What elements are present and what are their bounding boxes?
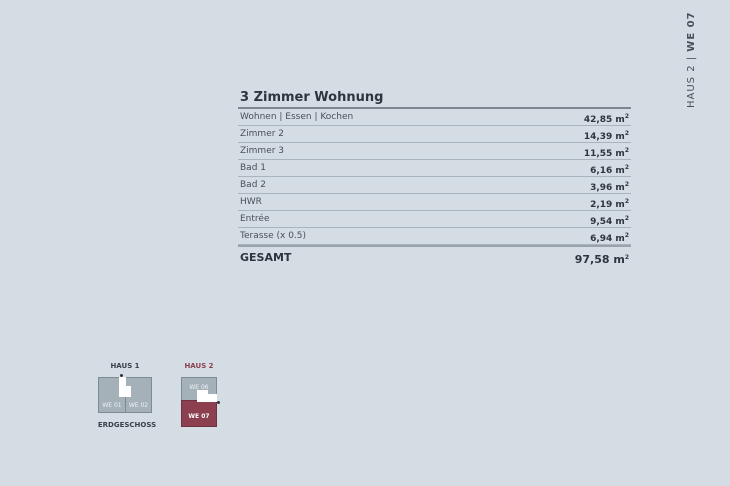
haus1-label: HAUS 1	[110, 362, 140, 370]
room-area: 3,96 m2	[590, 181, 629, 193]
unit-label: WE 07	[686, 11, 697, 52]
total-row: GESAMT 97,58 m2	[238, 245, 631, 269]
table-row: Bad 2 3,96 m2	[238, 177, 631, 194]
table-row: Bad 1 6,16 m2	[238, 160, 631, 177]
total-value: 97,58 m2	[574, 253, 629, 266]
table-row: Wohnen | Essen | Kochen 42,85 m2	[238, 109, 631, 126]
room-label: Terasse (x 0.5)	[240, 231, 307, 241]
room-area: 42,85 m2	[583, 113, 629, 125]
apartment-title: 3 Zimmer Wohnung	[238, 88, 631, 109]
room-label: Bad 1	[240, 163, 266, 173]
room-label: HWR	[240, 197, 262, 207]
haus2-label: HAUS 2	[184, 362, 214, 370]
stairwell	[119, 386, 131, 397]
separator: |	[686, 51, 697, 65]
entrance-marker-icon	[120, 374, 123, 377]
room-label: Bad 2	[240, 180, 266, 190]
table-row: Entrée 9,54 m2	[238, 211, 631, 228]
area-table: 3 Zimmer Wohnung Wohnen | Essen | Kochen…	[238, 88, 631, 269]
room-area: 6,94 m2	[590, 232, 629, 244]
total-label: GESAMT	[240, 251, 292, 264]
room-area: 2,19 m2	[590, 198, 629, 210]
room-label: Zimmer 2	[240, 129, 285, 139]
table-row: Zimmer 3 11,55 m2	[238, 143, 631, 160]
room-label: Zimmer 3	[240, 146, 285, 156]
room-label: Wohnen | Essen | Kochen	[240, 112, 354, 122]
room-area: 11,55 m2	[583, 147, 629, 159]
room-label: Entrée	[240, 214, 270, 224]
unit-vertical-label: HAUS 2 | WE 07	[686, 11, 697, 108]
table-row: Zimmer 2 14,39 m2	[238, 126, 631, 143]
entrance-marker-icon	[217, 401, 220, 404]
floor-label: ERDGESCHOSS	[97, 421, 157, 429]
unit-we07-selected[interactable]: WE 07	[181, 400, 217, 427]
room-area: 9,54 m2	[590, 215, 629, 227]
stairwell	[197, 390, 208, 400]
table-row: HWR 2,19 m2	[238, 194, 631, 211]
room-area: 6,16 m2	[590, 164, 629, 176]
house-label: HAUS 2	[686, 64, 697, 108]
table-row: Terasse (x 0.5) 6,94 m2	[238, 228, 631, 245]
room-area: 14,39 m2	[583, 130, 629, 142]
